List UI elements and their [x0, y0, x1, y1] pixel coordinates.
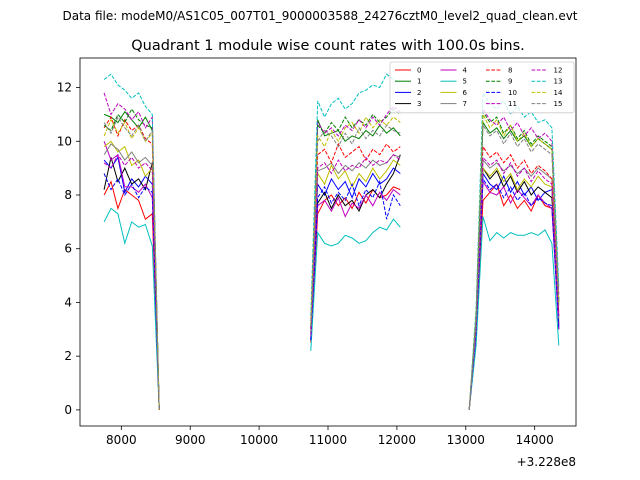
series-4-segment-1 [310, 188, 401, 341]
series-9-segment-2 [468, 110, 560, 410]
x-offset-text: +3.228e8 [517, 455, 576, 469]
series-0 [103, 180, 560, 410]
series-1-segment-1 [310, 119, 401, 330]
series-4-segment-0 [103, 141, 160, 410]
series-1-segment-2 [468, 120, 560, 410]
series-6-segment-1 [310, 159, 401, 335]
series-5-segment-0 [103, 207, 160, 410]
series-8-segment-2 [468, 144, 560, 410]
series-14-segment-1 [310, 116, 401, 324]
series-15-segment-0 [103, 116, 160, 410]
series-4 [103, 141, 560, 410]
series-0-segment-0 [103, 180, 160, 410]
x-tick-label-13000: 13000 [447, 433, 485, 447]
series-6-segment-2 [468, 166, 560, 410]
x-tick-label-12000: 12000 [378, 433, 416, 447]
legend-label-12: 12 [554, 67, 563, 75]
axis-layer: 8000 9000 10000 11000 12000 13000 140000246810… [57, 57, 577, 447]
series-5-segment-1 [310, 218, 401, 351]
legend-label-10: 10 [508, 89, 517, 97]
legend-box [389, 61, 575, 114]
x-tick-label-14000: 14000 [516, 433, 554, 447]
series-11-segment-0 [103, 153, 160, 410]
series-5 [103, 207, 560, 410]
legend-label-9: 9 [508, 78, 512, 86]
series-12-segment-0 [103, 92, 160, 410]
legend-label-14: 14 [554, 89, 563, 97]
legend-label-7: 7 [463, 100, 467, 108]
legend-label-5: 5 [463, 78, 467, 86]
legend-label-2: 2 [417, 89, 421, 97]
series-1 [103, 110, 560, 410]
series-layer [103, 73, 560, 410]
legend-label-1: 1 [417, 78, 421, 86]
series-8-segment-1 [310, 142, 401, 330]
series-7-segment-0 [103, 143, 160, 410]
series-15-segment-2 [468, 123, 560, 410]
chart-suptitle: Data file: modeM0/AS1C05_007T01_90000035… [62, 9, 577, 23]
series-12-segment-1 [310, 105, 401, 322]
series-10-segment-2 [468, 177, 560, 410]
series-14-segment-2 [468, 112, 560, 410]
legend-label-6: 6 [463, 89, 468, 97]
series-13-segment-1 [310, 73, 401, 316]
series-10-segment-0 [103, 173, 160, 410]
series-15 [103, 116, 560, 410]
x-tick-label-9000: 9000 [175, 433, 206, 447]
series-11-segment-2 [468, 156, 560, 410]
series-10-segment-1 [310, 179, 401, 341]
legend-label-13: 13 [554, 78, 563, 86]
legend-label-4: 4 [463, 67, 468, 75]
x-tick-label-10000: 10000 [240, 433, 278, 447]
series-0-segment-1 [310, 186, 401, 343]
series-0-segment-2 [468, 183, 560, 410]
series-14-segment-0 [103, 118, 160, 410]
y-tick-label-4: 4 [64, 295, 72, 309]
y-tick-label-6: 6 [64, 242, 72, 256]
series-2-segment-2 [468, 171, 560, 410]
series-5-segment-2 [468, 216, 560, 410]
y-tick-label-2: 2 [64, 349, 72, 363]
series-2-segment-1 [310, 167, 401, 338]
x-tick-label-8000: 8000 [106, 433, 137, 447]
legend-label-3: 3 [417, 100, 421, 108]
y-tick-label-0: 0 [64, 403, 72, 417]
series-6 [103, 140, 560, 410]
series-14 [103, 112, 560, 410]
series-11-segment-1 [310, 154, 401, 335]
series-8 [103, 115, 560, 410]
series-9-segment-0 [103, 107, 160, 410]
series-11 [103, 153, 560, 410]
chart-title: Quadrant 1 module wise count rates with … [131, 38, 525, 54]
legend-label-8: 8 [508, 67, 512, 75]
series-7 [103, 143, 560, 410]
series-9 [103, 107, 560, 410]
series-13 [103, 73, 560, 410]
y-tick-label-8: 8 [64, 188, 72, 202]
series-1-segment-0 [103, 110, 160, 410]
legend-label-15: 15 [554, 100, 563, 108]
legend-label-11: 11 [508, 100, 517, 108]
series-6-segment-0 [103, 140, 160, 410]
series-3-segment-1 [310, 154, 401, 341]
x-tick-label-11000: 11000 [309, 433, 347, 447]
legend-label-0: 0 [417, 67, 421, 75]
y-tick-label-12: 12 [57, 81, 72, 95]
series-10 [103, 173, 560, 410]
series-12 [103, 92, 560, 410]
y-tick-label-10: 10 [57, 134, 72, 148]
series-15-segment-1 [310, 124, 401, 327]
series-9-segment-1 [310, 108, 401, 327]
series-13-segment-0 [103, 73, 160, 410]
